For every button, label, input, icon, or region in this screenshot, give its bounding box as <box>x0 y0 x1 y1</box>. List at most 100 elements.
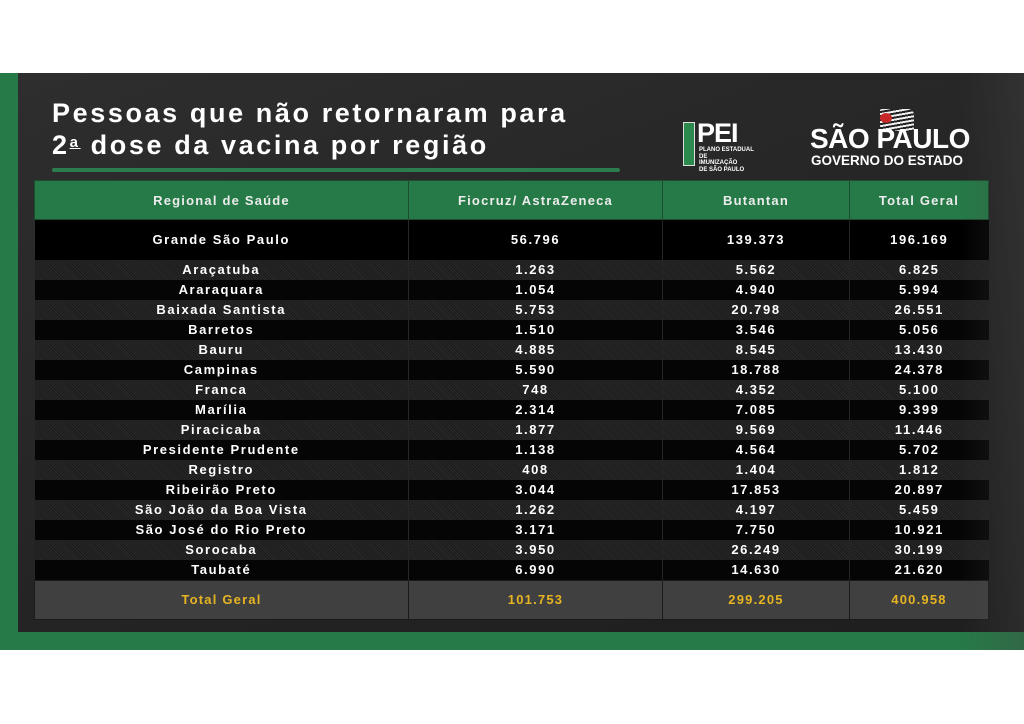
cell-region: Registro <box>34 460 409 480</box>
cell-butantan: 17.853 <box>662 480 850 500</box>
cell-fiocruz: 748 <box>408 380 663 400</box>
cell-region: Ribeirão Preto <box>34 480 409 500</box>
cell-total: 13.430 <box>849 340 989 360</box>
cell-total: 6.825 <box>849 260 989 280</box>
sao-paulo-logo-subtitle: GOVERNO DO ESTADO <box>811 153 964 168</box>
table-header-row: Regional de Saúde Fiocruz/ AstraZeneca B… <box>34 180 989 220</box>
cell-butantan: 4.564 <box>662 440 850 460</box>
table-row: Ribeirão Preto 3.044 17.853 20.897 <box>34 480 989 500</box>
vaccine-region-table: Regional de Saúde Fiocruz/ AstraZeneca B… <box>34 180 989 620</box>
pei-logo: PEI PLANO ESTADUAL DE IMUNIZAÇÃO DE SÃO … <box>683 118 755 173</box>
title-line-1: Pessoas que não retornaram para <box>52 98 568 128</box>
cell-total: 5.459 <box>849 500 989 520</box>
cell-total: 5.702 <box>849 440 989 460</box>
header-total: Total Geral <box>849 180 989 220</box>
cell-butantan: 8.545 <box>662 340 850 360</box>
title-ordinal-sup: a <box>69 134 81 151</box>
table-row: Registro 408 1.404 1.812 <box>34 460 989 480</box>
title-underline <box>52 168 620 172</box>
table-row: Baixada Santista 5.753 20.798 26.551 <box>34 300 989 320</box>
cell-fiocruz: 1.877 <box>408 420 663 440</box>
table-row: Bauru 4.885 8.545 13.430 <box>34 340 989 360</box>
cell-total: 10.921 <box>849 520 989 540</box>
cell-total: 21.620 <box>849 560 989 581</box>
cell-region: Baixada Santista <box>34 300 409 320</box>
title-line-2-text: dose da vacina por região <box>80 130 489 160</box>
cell-fiocruz: 1.138 <box>408 440 663 460</box>
cell-butantan: 1.404 <box>662 460 850 480</box>
table-row: Grande São Paulo 56.796 139.373 196.169 <box>34 219 989 260</box>
cell-total: 5.994 <box>849 280 989 300</box>
header-fiocruz: Fiocruz/ AstraZeneca <box>408 180 663 220</box>
cell-region: Piracicaba <box>34 420 409 440</box>
cell-butantan: 9.569 <box>662 420 850 440</box>
table-row: Araraquara 1.054 4.940 5.994 <box>34 280 989 300</box>
cell-total: 5.100 <box>849 380 989 400</box>
cell-region: Sorocaba <box>34 540 409 560</box>
cell-region: Grande São Paulo <box>34 219 409 260</box>
cell-region: Bauru <box>34 340 409 360</box>
cell-total: 196.169 <box>849 219 989 260</box>
cell-region: São José do Rio Preto <box>34 520 409 540</box>
cell-butantan: 7.085 <box>662 400 850 420</box>
cell-butantan: 7.750 <box>662 520 850 540</box>
left-green-strip <box>0 73 18 650</box>
cell-fiocruz: 408 <box>408 460 663 480</box>
title-line-2: 2a dose da vacina por região <box>52 129 568 161</box>
cell-region: Presidente Prudente <box>34 440 409 460</box>
cell-fiocruz: 3.171 <box>408 520 663 540</box>
table-total-row: Total Geral 101.753 299.205 400.958 <box>34 580 989 620</box>
cell-total: 1.812 <box>849 460 989 480</box>
cell-fiocruz: 3.950 <box>408 540 663 560</box>
cell-total: 11.446 <box>849 420 989 440</box>
cell-butantan: 4.940 <box>662 280 850 300</box>
sao-paulo-logo-name: SÃO PAULO <box>810 123 970 154</box>
cell-region: São João da Boa Vista <box>34 500 409 520</box>
cell-fiocruz: 6.990 <box>408 560 663 581</box>
cell-butantan: 18.788 <box>662 360 850 380</box>
cell-total: 5.056 <box>849 320 989 340</box>
table-row: Franca 748 4.352 5.100 <box>34 380 989 400</box>
table-row: São João da Boa Vista 1.262 4.197 5.459 <box>34 500 989 520</box>
cell-fiocruz: 1.263 <box>408 260 663 280</box>
cell-butantan: 139.373 <box>662 219 850 260</box>
cell-fiocruz: 3.044 <box>408 480 663 500</box>
pei-logo-bar-icon <box>683 122 695 166</box>
total-label: Total Geral <box>34 580 409 620</box>
cell-butantan: 20.798 <box>662 300 850 320</box>
pei-logo-text: PEI <box>697 118 739 148</box>
table-row: Barretos 1.510 3.546 5.056 <box>34 320 989 340</box>
bottom-green-band <box>18 632 1024 650</box>
cell-fiocruz: 56.796 <box>408 219 663 260</box>
cell-fiocruz: 1.054 <box>408 280 663 300</box>
cell-fiocruz: 1.262 <box>408 500 663 520</box>
cell-region: Taubaté <box>34 560 409 581</box>
cell-total: 20.897 <box>849 480 989 500</box>
table-row: Sorocaba 3.950 26.249 30.199 <box>34 540 989 560</box>
table-row: Taubaté 6.990 14.630 21.620 <box>34 560 989 581</box>
cell-fiocruz: 4.885 <box>408 340 663 360</box>
pei-logo-subtitle: PLANO ESTADUAL DE IMUNIZAÇÃO DE SÃO PAUL… <box>699 147 754 173</box>
cell-region: Campinas <box>34 360 409 380</box>
cell-fiocruz: 5.753 <box>408 300 663 320</box>
cell-butantan: 4.352 <box>662 380 850 400</box>
table-row: Campinas 5.590 18.788 24.378 <box>34 360 989 380</box>
table-row: Marília 2.314 7.085 9.399 <box>34 400 989 420</box>
total-fiocruz: 101.753 <box>408 580 663 620</box>
cell-region: Araraquara <box>34 280 409 300</box>
table-row: Araçatuba 1.263 5.562 6.825 <box>34 260 989 280</box>
cell-butantan: 5.562 <box>662 260 850 280</box>
table-row: Presidente Prudente 1.138 4.564 5.702 <box>34 440 989 460</box>
cell-butantan: 26.249 <box>662 540 850 560</box>
sao-paulo-flag-icon <box>880 109 914 131</box>
cell-total: 9.399 <box>849 400 989 420</box>
cell-fiocruz: 2.314 <box>408 400 663 420</box>
header-regional: Regional de Saúde <box>34 180 409 220</box>
cell-total: 24.378 <box>849 360 989 380</box>
cell-fiocruz: 1.510 <box>408 320 663 340</box>
total-butantan: 299.205 <box>662 580 850 620</box>
title-ordinal-number: 2 <box>52 130 70 160</box>
table-row: Piracicaba 1.877 9.569 11.446 <box>34 420 989 440</box>
cell-total: 26.551 <box>849 300 989 320</box>
slide-title: Pessoas que não retornaram para 2a dose … <box>52 97 568 161</box>
